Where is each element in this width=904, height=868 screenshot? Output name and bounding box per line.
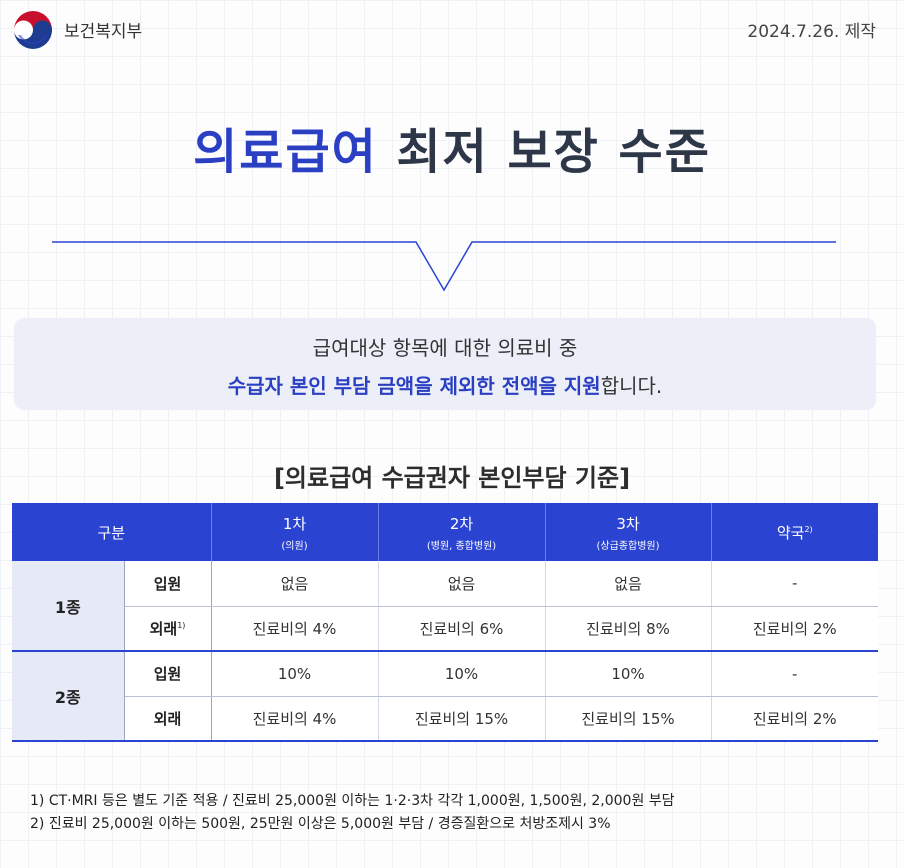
table-cell: 진료비의 4%: [211, 696, 379, 742]
footnote-1: 1) CT·MRI 등은 별도 기준 적용 / 진료비 25,000원 이하는 …: [30, 793, 675, 809]
title-rest: 최저 보장 수준: [377, 124, 711, 180]
page-title: 의료급여 최저 보장 수준: [0, 112, 904, 182]
table-cell: 진료비의 6%: [378, 606, 546, 652]
row-label: 외래: [124, 696, 212, 742]
type-cell-2: 2종: [12, 651, 125, 742]
korea-government-emblem-icon: [14, 11, 52, 49]
type-cell-1: 1종: [12, 561, 125, 652]
summary-box: 급여대상 항목에 대한 의료비 중 수급자 본인 부담 금액을 제외한 전액을 …: [14, 318, 876, 410]
table-cell: -: [711, 561, 879, 607]
table-cell: 10%: [378, 651, 546, 697]
table-cell: 진료비의 2%: [711, 696, 879, 742]
table-row: 2종 입원 10% 10% 10% -: [12, 651, 879, 742]
footnotes: 1) CT·MRI 등은 별도 기준 적용 / 진료비 25,000원 이하는 …: [30, 790, 880, 836]
table-row: 외래 진료비의 4% 진료비의 15% 진료비의 15% 진료비의 2%: [12, 696, 879, 742]
table-row: 1종 입원 없음 없음 없음 -: [12, 561, 879, 652]
row-label: 입원: [124, 651, 212, 697]
table-cell: -: [711, 651, 879, 697]
table-cell: 진료비의 2%: [711, 606, 879, 652]
organization-name: 보건복지부: [64, 22, 143, 42]
row-label: 외래1): [124, 606, 212, 652]
table-title: [의료급여 수급권자 본인부담 기준]: [273, 464, 631, 492]
summary-line-2-rest: 합니다.: [600, 374, 663, 398]
title-accent: 의료급여: [193, 124, 378, 180]
summary-highlight: 수급자 본인 부담 금액을 제외한 전액을 지원: [227, 374, 601, 398]
header-category: 구분: [12, 503, 212, 561]
header-tertiary: 3차 (상급종합병원): [544, 503, 712, 561]
summary-line-1: 급여대상 항목에 대한 의료비 중: [312, 336, 578, 360]
table-cell: 진료비의 15%: [545, 696, 712, 742]
header-primary: 1차 (의원): [210, 503, 379, 561]
title-divider: [52, 241, 836, 292]
copayment-table: 구분 1차 (의원) 2차 (병원, 종합병원) 3차 (상급종합병원) 약국2) 1…: [12, 503, 879, 742]
table-header-row: 구분 1차 (의원) 2차 (병원, 종합병원) 3차 (상급종합병원) 약국2): [12, 503, 879, 561]
summary-line-2: 수급자 본인 부담 금액을 제외한 전액을 지원합니다.: [14, 370, 876, 399]
table-cell: 10%: [211, 651, 379, 697]
header: 보건복지부 2024.7.26. 제작: [0, 0, 904, 60]
production-date: 2024.7.26. 제작: [747, 22, 876, 42]
table-cell: 진료비의 4%: [211, 606, 379, 652]
table-cell: 없음: [211, 561, 379, 607]
table-cell: 10%: [545, 651, 712, 697]
header-pharmacy: 약국2): [710, 503, 879, 561]
footnote-2: 2) 진료비 25,000원 이하는 500원, 25만원 이상은 5,000원…: [30, 816, 611, 832]
table-cell: 없음: [545, 561, 712, 607]
table-row: 외래1) 진료비의 4% 진료비의 6% 진료비의 8% 진료비의 2%: [12, 606, 879, 652]
table-cell: 진료비의 8%: [545, 606, 712, 652]
row-label: 입원: [124, 561, 212, 607]
header-secondary: 2차 (병원, 종합병원): [377, 503, 546, 561]
table-cell: 없음: [378, 561, 546, 607]
table-cell: 진료비의 15%: [378, 696, 546, 742]
